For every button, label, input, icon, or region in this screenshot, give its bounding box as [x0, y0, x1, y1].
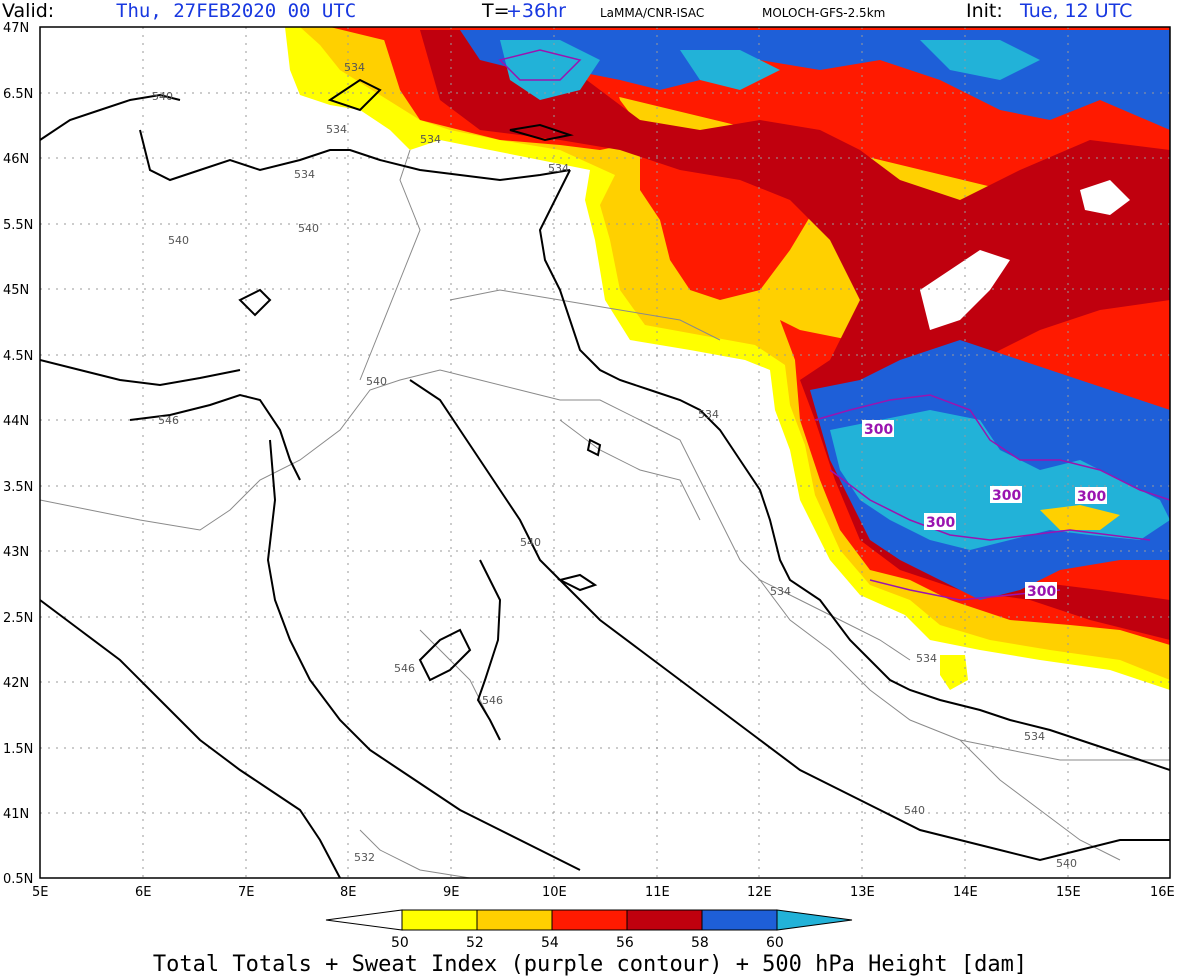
svg-text:534: 534 — [420, 133, 441, 146]
svg-text:540: 540 — [366, 375, 387, 388]
sweat-index-contours — [498, 49, 1170, 601]
forecast-step-label: T= — [482, 0, 510, 22]
svg-text:534: 534 — [698, 408, 719, 421]
colorbar: 50 52 54 56 58 60 — [325, 909, 853, 951]
svg-text:8E: 8E — [340, 885, 357, 900]
svg-text:540: 540 — [520, 536, 541, 549]
map-field: 534 534 534 534 534 540 540 540 546 540 … — [40, 27, 1170, 878]
map-caption: Total Totals + Sweat Index (purple conto… — [152, 952, 1028, 977]
colorbar-low-arrow — [325, 909, 403, 931]
country-borders — [40, 149, 1170, 878]
sweat-index-labels: 300 300 300 300 300 — [862, 420, 1107, 600]
svg-text:546: 546 — [158, 414, 179, 427]
svg-text:540: 540 — [1056, 857, 1077, 870]
svg-text:45N: 45N — [3, 283, 29, 298]
svg-text:5.5N: 5.5N — [3, 218, 33, 233]
svg-text:534: 534 — [1024, 730, 1045, 743]
svg-text:534: 534 — [294, 168, 315, 181]
svg-text:546: 546 — [394, 662, 415, 675]
svg-text:300: 300 — [992, 488, 1021, 504]
svg-text:12E: 12E — [747, 885, 772, 900]
organization-label: LaMMA/CNR-ISAC — [600, 6, 705, 20]
svg-text:300: 300 — [1077, 489, 1106, 505]
model-label: MOLOCH-GFS-2.5km — [762, 6, 886, 20]
svg-text:2.5N: 2.5N — [3, 611, 33, 626]
svg-text:41N: 41N — [3, 807, 29, 822]
map-header: Valid: Thu, 27FEB2020 00 UTC T= +36hr La… — [0, 0, 1180, 26]
colorbar-high-arrow — [776, 909, 853, 931]
svg-text:44N: 44N — [3, 414, 29, 429]
latitude-labels: 47N 6.5N 46N 5.5N 45N 4.5N 44N 3.5N 43N … — [3, 21, 33, 887]
map-frame — [39, 26, 1171, 879]
colorbar-tick: 50 — [391, 935, 409, 951]
colorbar-swatch — [401, 909, 478, 931]
svg-text:546: 546 — [482, 694, 503, 707]
svg-text:540: 540 — [298, 222, 319, 235]
coastline — [40, 78, 1170, 878]
svg-text:532: 532 — [354, 851, 375, 864]
colorbar-swatch — [701, 909, 778, 931]
svg-text:6E: 6E — [135, 885, 152, 900]
svg-text:10E: 10E — [542, 885, 567, 900]
svg-text:5E: 5E — [32, 885, 49, 900]
svg-text:534: 534 — [344, 61, 365, 74]
svg-text:42N: 42N — [3, 676, 29, 691]
svg-text:540: 540 — [904, 804, 925, 817]
svg-text:15E: 15E — [1056, 885, 1081, 900]
height-contour-labels: 534 534 534 534 534 540 540 540 546 540 … — [152, 61, 1077, 870]
colorbar-swatch — [626, 909, 703, 931]
svg-text:0.5N: 0.5N — [3, 872, 33, 887]
svg-text:16E: 16E — [1150, 885, 1175, 900]
svg-text:13E: 13E — [850, 885, 875, 900]
svg-text:300: 300 — [864, 422, 893, 438]
init-value: Tue, 12 UTC — [1020, 0, 1133, 22]
svg-text:540: 540 — [168, 234, 189, 247]
valid-label: Valid: — [2, 0, 55, 22]
svg-text:14E: 14E — [953, 885, 978, 900]
graticule — [40, 27, 1170, 878]
colorbar-tick: 54 — [541, 935, 559, 951]
svg-text:300: 300 — [1027, 584, 1056, 600]
colorbar-swatch — [476, 909, 553, 931]
colorbar-tick: 56 — [616, 935, 634, 951]
svg-text:534: 534 — [770, 585, 791, 598]
svg-text:534: 534 — [548, 162, 569, 175]
init-label: Init: — [966, 0, 1003, 22]
svg-text:300: 300 — [926, 515, 955, 531]
svg-text:1.5N: 1.5N — [3, 742, 33, 757]
svg-text:534: 534 — [916, 652, 937, 665]
valid-value: Thu, 27FEB2020 00 UTC — [116, 0, 357, 22]
svg-text:11E: 11E — [645, 885, 670, 900]
svg-text:9E: 9E — [443, 885, 460, 900]
svg-text:43N: 43N — [3, 545, 29, 560]
forecast-step-value: +36hr — [506, 0, 566, 22]
svg-text:4.5N: 4.5N — [3, 349, 33, 364]
svg-text:3.5N: 3.5N — [3, 480, 33, 495]
svg-text:6.5N: 6.5N — [3, 87, 33, 102]
svg-text:7E: 7E — [238, 885, 255, 900]
colorbar-tick: 60 — [766, 935, 784, 951]
colorbar-swatch — [551, 909, 628, 931]
colorbar-tick: 58 — [691, 935, 709, 951]
longitude-labels: 5E 6E 7E 8E 9E 10E 11E 12E 13E 14E 15E 1… — [32, 885, 1175, 900]
colorbar-tick: 52 — [466, 935, 484, 951]
svg-text:46N: 46N — [3, 152, 29, 167]
svg-text:540: 540 — [152, 90, 173, 103]
svg-text:534: 534 — [326, 123, 347, 136]
svg-text:47N: 47N — [3, 21, 29, 36]
